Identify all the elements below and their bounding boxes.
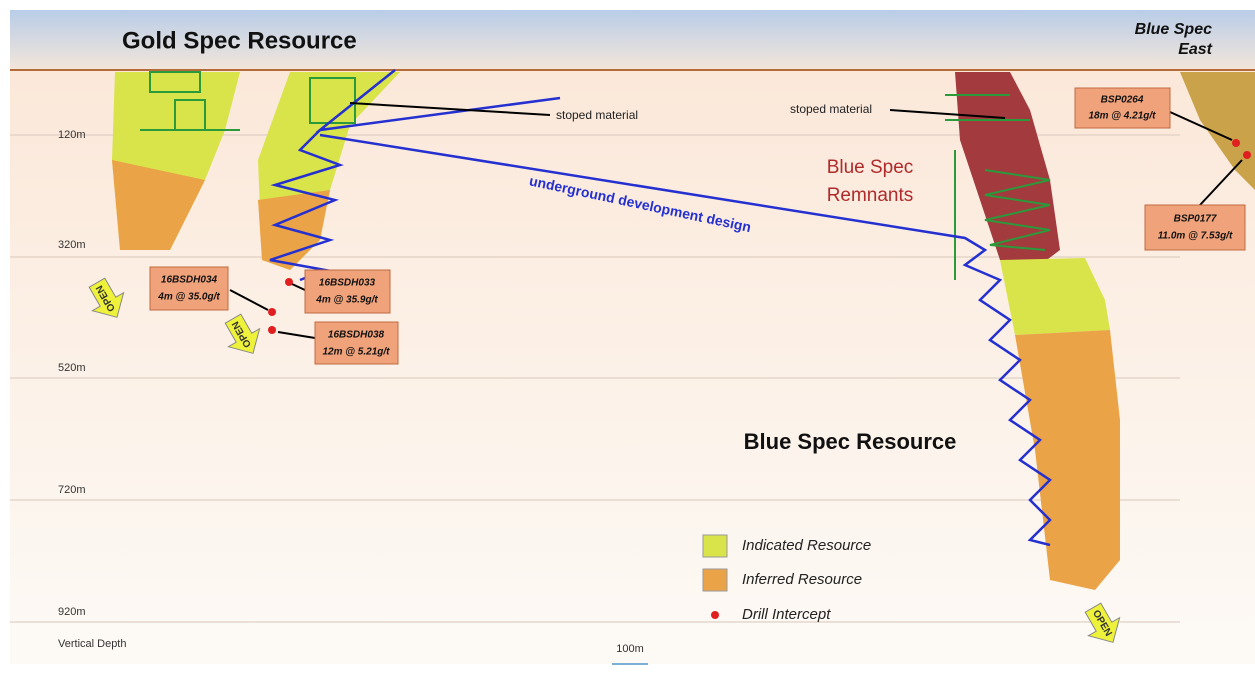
depth-label: 920m (58, 606, 86, 618)
open-marker: OPEN (88, 277, 125, 318)
blue-spec-bodies (945, 72, 1255, 590)
drill-intercept-dots (268, 139, 1251, 334)
legend-swatch (702, 568, 728, 592)
drill-result: 4m @ 35.9g/t (315, 295, 378, 306)
right-title: Blue Spec (1135, 21, 1212, 38)
callouts (149, 87, 1246, 365)
remnants-label: Remnants (827, 185, 914, 206)
arrows (229, 102, 1243, 339)
open-marker: OPEN (224, 313, 261, 354)
depth-label: 720m (58, 484, 86, 496)
resource-label: Blue Spec Resource (744, 429, 957, 454)
depth-label: 120m (58, 129, 86, 141)
drill-hole: BSP0177 (1174, 214, 1217, 225)
drill-result: 4m @ 35.0g/t (157, 292, 220, 303)
remnants-label: Blue Spec (827, 157, 914, 178)
depth-label: 320m (58, 239, 86, 251)
legend-swatch (711, 611, 719, 619)
depth-lines (10, 134, 1180, 623)
left-title: Gold Spec Resource (122, 27, 357, 54)
development-design (269, 69, 1052, 547)
drill-hole: BSP0264 (1101, 95, 1144, 106)
legend-swatch (702, 534, 728, 558)
right-title: East (1178, 41, 1212, 58)
depth-caption: Vertical Depth (58, 638, 126, 650)
stoped-label: stoped material (556, 108, 638, 122)
drill-hole: 16BSDH034 (161, 275, 218, 286)
drill-result: 18m @ 4.21g/t (1088, 111, 1156, 122)
legend-label: Inferred Resource (742, 571, 862, 588)
scale-label: 100m (616, 643, 644, 655)
drill-result: 11.0m @ 7.53g/t (1158, 231, 1233, 242)
sky (10, 10, 1255, 70)
drill-result: 12m @ 5.21g/t (322, 347, 390, 358)
drill-hole: 16BSDH033 (319, 278, 376, 289)
drill-hole: 16BSDH038 (328, 330, 385, 341)
stoped-label: stoped material (790, 102, 872, 116)
legend-label: Drill Intercept (742, 606, 831, 623)
open-marker: OPEN (1084, 602, 1121, 643)
legend-label: Indicated Resource (742, 537, 871, 554)
depth-label: 520m (58, 362, 86, 374)
